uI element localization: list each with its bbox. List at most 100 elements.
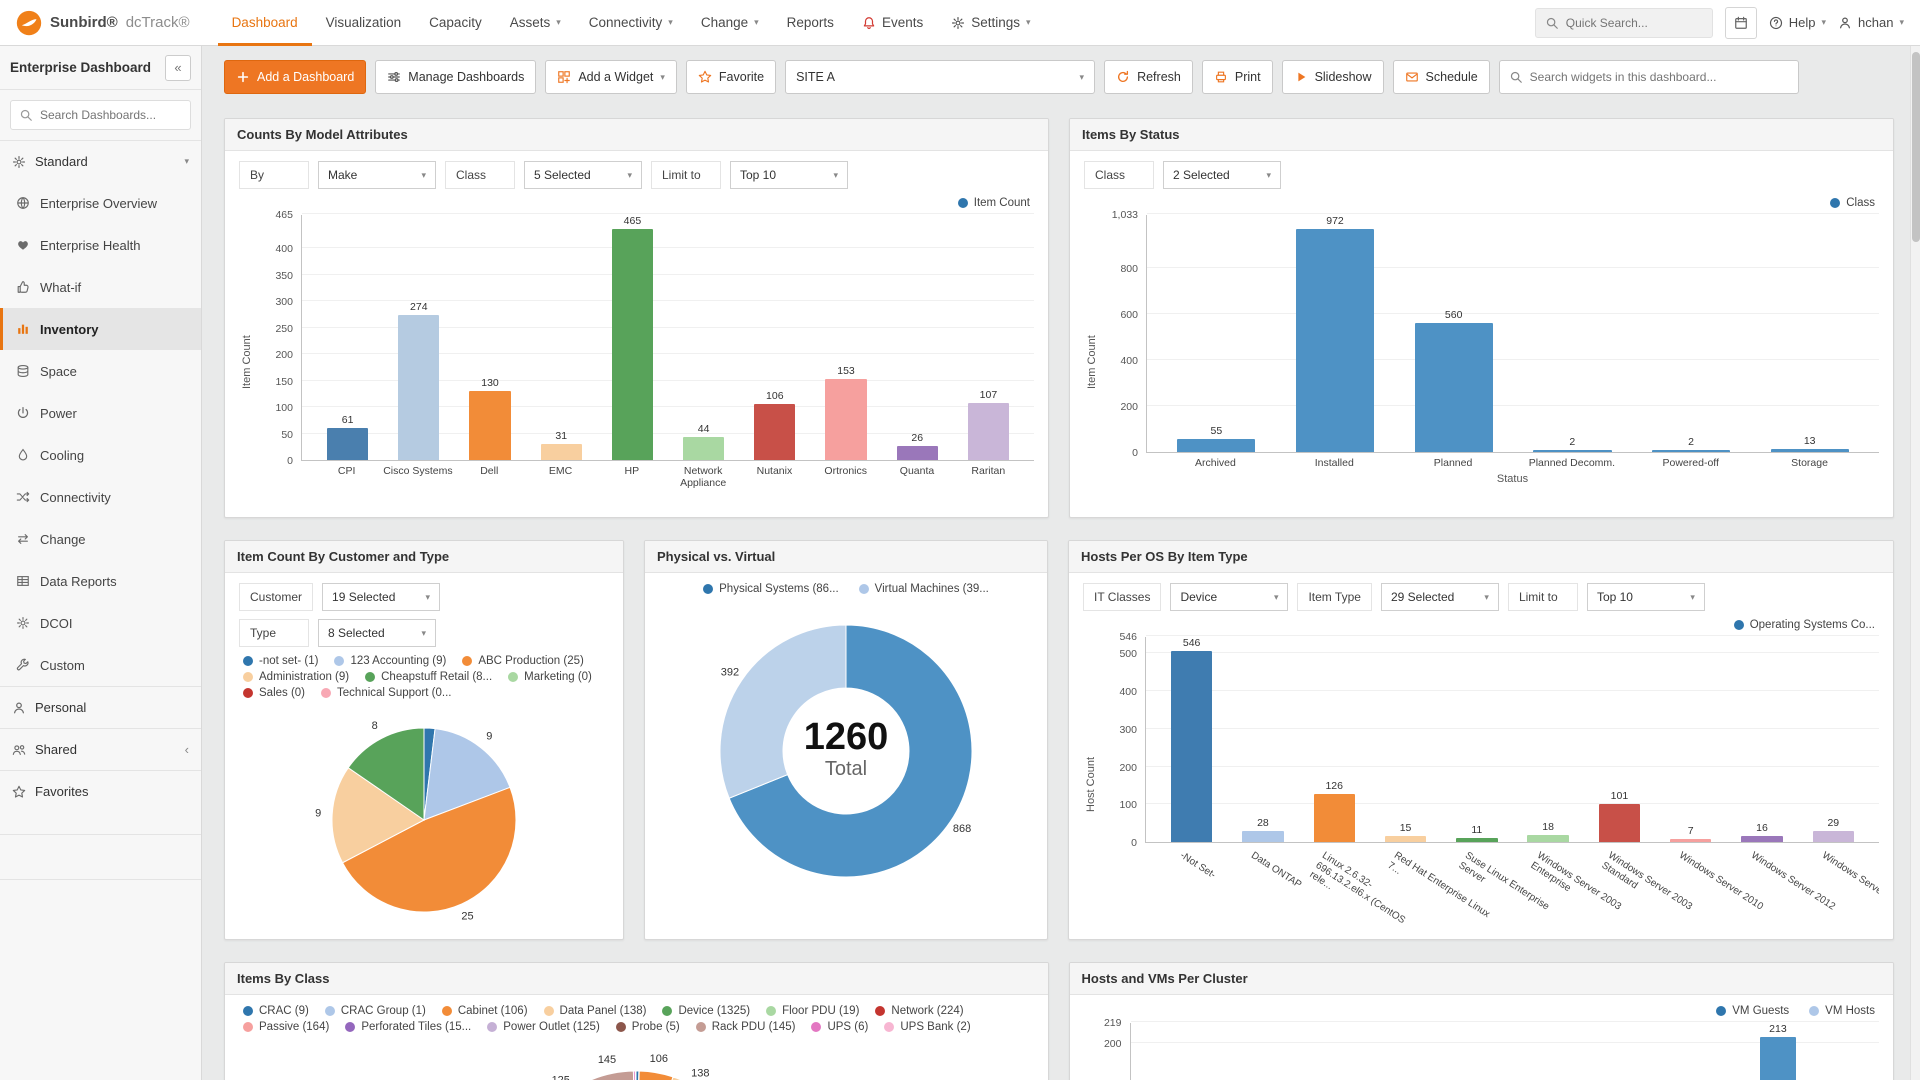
bar[interactable] [469,391,511,460]
legend-item[interactable]: 123 Accounting (9) [334,655,446,667]
filter-select-class[interactable]: 2 Selected ▾ [1163,161,1281,189]
nav-item-change[interactable]: Change ▾ [687,0,773,46]
pie-slice[interactable] [341,786,517,913]
sidebar-item-cooling[interactable]: Cooling [0,434,201,476]
sidebar-item-enterprise-health[interactable]: Enterprise Health [0,224,201,266]
print-button[interactable]: Print [1201,60,1273,94]
legend-item[interactable]: Rack PDU (145) [695,1021,795,1033]
user-menu[interactable]: hchan ▾ [1838,15,1904,30]
slideshow-button[interactable]: Slideshow [1281,60,1384,94]
bar[interactable] [967,403,1010,460]
legend-item[interactable]: Operating Systems Co... [1733,619,1875,631]
sidebar-collapse-button[interactable]: « [165,54,191,81]
legend-item[interactable]: CRAC Group (1) [324,1005,426,1017]
bar[interactable] [398,315,440,460]
favorite-button[interactable]: Favorite [685,60,777,94]
bar[interactable] [1177,439,1256,452]
sidebar-group-shared[interactable]: Shared ‹ [0,728,201,770]
bar[interactable] [1242,831,1284,842]
filter-select-make[interactable]: Make ▾ [318,161,436,189]
quick-search-input[interactable] [1565,15,1703,30]
legend-item[interactable]: VM Guests [1716,1005,1789,1017]
legend-item[interactable]: Technical Support (0... [321,687,451,699]
manage-dashboards-button[interactable]: Manage Dashboards [375,60,537,94]
filter-select-limit[interactable]: Top 10 ▾ [730,161,848,189]
legend-item[interactable]: Perforated Tiles (15... [345,1021,471,1033]
legend-item[interactable]: Item Count [957,197,1030,209]
pie-slice[interactable] [347,727,425,821]
legend-item[interactable]: Floor PDU (19) [766,1005,859,1017]
nav-item-events[interactable]: Events [848,0,937,46]
legend-item[interactable]: Class [1830,197,1875,209]
pie-slice[interactable] [636,1076,712,1080]
filter-select-type[interactable]: 8 Selected ▾ [318,619,436,647]
schedule-button[interactable]: Schedule [1392,60,1490,94]
pie-slice[interactable] [423,728,511,821]
pie-slice[interactable] [728,624,973,878]
nav-item-capacity[interactable]: Capacity [415,0,496,46]
sidebar-group-favorites[interactable]: Favorites [0,770,201,812]
legend-item[interactable]: UPS Bank (2) [884,1021,971,1033]
bar[interactable] [1295,229,1375,452]
sidebar-item-power[interactable]: Power [0,392,201,434]
legend-item[interactable]: Network (224) [875,1005,964,1017]
sidebar-item-space[interactable]: Space [0,350,201,392]
nav-item-settings[interactable]: Settings ▾ [937,0,1044,46]
pie-slice[interactable] [635,1070,637,1080]
bar[interactable] [1759,1037,1797,1080]
nav-item-visualization[interactable]: Visualization [312,0,416,46]
bar[interactable] [825,379,867,460]
bar[interactable] [682,436,725,460]
legend-item[interactable]: Virtual Machines (39... [858,583,989,595]
legend-item[interactable]: Physical Systems (86... [703,583,839,595]
sidebar-group-standard[interactable]: Standard ▾ [0,140,201,182]
bar[interactable] [1770,449,1849,452]
refresh-button[interactable]: Refresh [1104,60,1193,94]
sidebar-search-input[interactable] [40,108,182,122]
bar[interactable] [1533,450,1612,452]
bar[interactable] [1313,794,1355,842]
help-menu[interactable]: Help ▾ [1769,15,1826,30]
legend-item[interactable]: Power Outlet (125) [487,1021,600,1033]
sidebar-group-personal[interactable]: Personal [0,686,201,728]
legend-item[interactable]: VM Hosts [1809,1005,1875,1017]
sidebar-item-custom[interactable]: Custom [0,644,201,686]
bar[interactable] [611,229,654,460]
bar[interactable] [1384,836,1427,842]
sidebar-item-enterprise-overview[interactable]: Enterprise Overview [0,182,201,224]
legend-item[interactable]: Cabinet (106) [441,1005,528,1017]
legend-item[interactable]: Marketing (0) [508,671,592,683]
add-dashboard-button[interactable]: Add a Dashboard [224,60,367,94]
site-selector[interactable]: SITE A ▾ [785,60,1096,94]
legend-item[interactable]: CRAC (9) [243,1005,309,1017]
add-widget-button[interactable]: Add a Widget ▾ [545,60,677,94]
bar[interactable] [1170,651,1213,842]
legend-item[interactable]: ABC Production (25) [462,655,584,667]
nav-item-assets[interactable]: Assets ▾ [496,0,575,46]
filter-select-class[interactable]: 5 Selected ▾ [524,161,642,189]
scrollbar-thumb[interactable] [1912,52,1920,242]
sidebar-item-data-reports[interactable]: Data Reports [0,560,201,602]
legend-item[interactable]: Data Panel (138) [543,1005,646,1017]
legend-item[interactable]: Administration (9) [243,671,349,683]
filter-select-item-type[interactable]: 29 Selected ▾ [1380,583,1499,611]
sidebar-item-dcoi[interactable]: DCOI [0,602,201,644]
bar[interactable] [1741,835,1783,842]
sidebar-item-what-if[interactable]: What-if [0,266,201,308]
nav-item-dashboard[interactable]: Dashboard [218,0,312,46]
legend-item[interactable]: Sales (0) [243,687,305,699]
sidebar-item-change[interactable]: Change [0,518,201,560]
legend-item[interactable]: Probe (5) [615,1021,680,1033]
nav-item-connectivity[interactable]: Connectivity ▾ [575,0,687,46]
nav-item-reports[interactable]: Reports [773,0,848,46]
bar[interactable] [1456,837,1498,842]
pie-slice[interactable] [331,767,425,864]
legend-item[interactable]: UPS (6) [811,1021,868,1033]
bar[interactable] [540,443,582,460]
pie-slice[interactable] [636,1070,674,1080]
bar[interactable] [1527,835,1569,842]
legend-item[interactable]: Cheapstuff Retail (8... [365,671,492,683]
bar[interactable] [1651,450,1731,452]
legend-item[interactable]: -not set- (1) [243,655,318,667]
sidebar-item-connectivity[interactable]: Connectivity [0,476,201,518]
